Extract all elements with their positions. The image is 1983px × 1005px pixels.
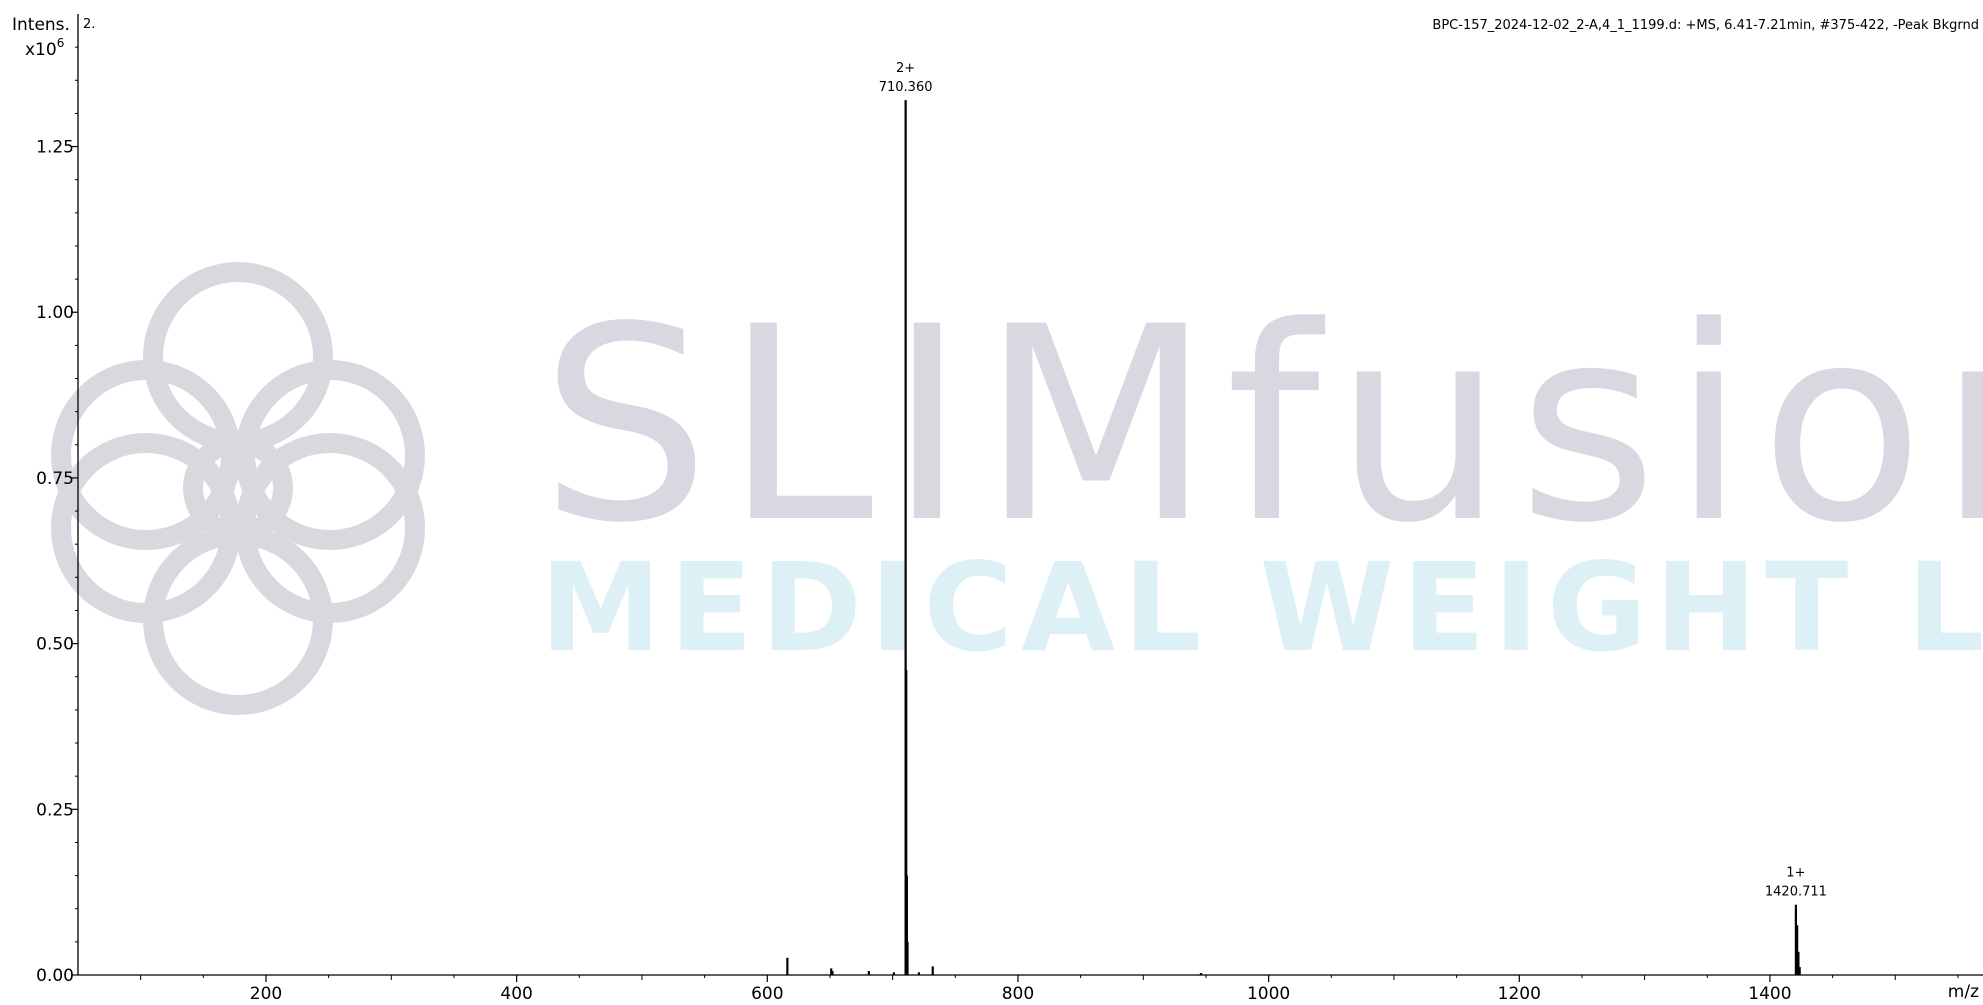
watermark-logo-icon [51,262,425,715]
peak-charge-label: 2+ [896,61,915,76]
x-tick-label: 1200 [1498,984,1541,1001]
x-axis-label: m/z [1948,982,1979,1001]
y-tick-label: 0.00 [36,966,74,986]
x-tick-label: 400 [500,984,532,1001]
x-tick-label: 1000 [1247,984,1290,1001]
x-tick-label: 200 [250,984,282,1001]
y-tick-label: 0.25 [36,800,74,820]
watermark-tagline-text: MEDICAL WEIGHT LOSS [540,537,1983,679]
peak-annotations: 2+ 710.360 1+ 1420.711 [879,61,1827,900]
spectrum-peaks [786,100,1801,975]
peak-mz-label: 710.360 [879,80,933,95]
peak-mz-label: 1420.711 [1765,885,1827,900]
x-tick-label: 800 [1002,984,1034,1001]
header-info: BPC-157_2024-12-02_2-A,4_1_1199.d: +MS, … [1432,18,1979,33]
y-tick-label: 0.75 [36,469,74,489]
y-tick-label: 1.00 [36,303,74,323]
y-axis-ticks: 0.00 0.25 0.50 0.75 1.00 1.25 [36,46,78,986]
spectrum-label: 2. [83,17,95,32]
y-axis-label: Intens. [12,15,70,35]
axes [77,14,1983,976]
y-tick-label: 1.25 [36,138,74,158]
x-tick-label: 600 [751,984,783,1001]
y-tick-label: 0.50 [36,635,74,655]
watermark: SLIMfusion MEDICAL WEIGHT LOSS [51,262,1983,715]
y-axis-multiplier: x106 [25,36,64,60]
watermark-brand-text: SLIMfusion [540,270,1983,582]
x-tick-label: 1400 [1748,984,1791,1001]
peak-charge-label: 1+ [1786,866,1805,881]
x-axis-ticks: 200 400 600 800 1000 1200 1400 [140,975,1959,1004]
